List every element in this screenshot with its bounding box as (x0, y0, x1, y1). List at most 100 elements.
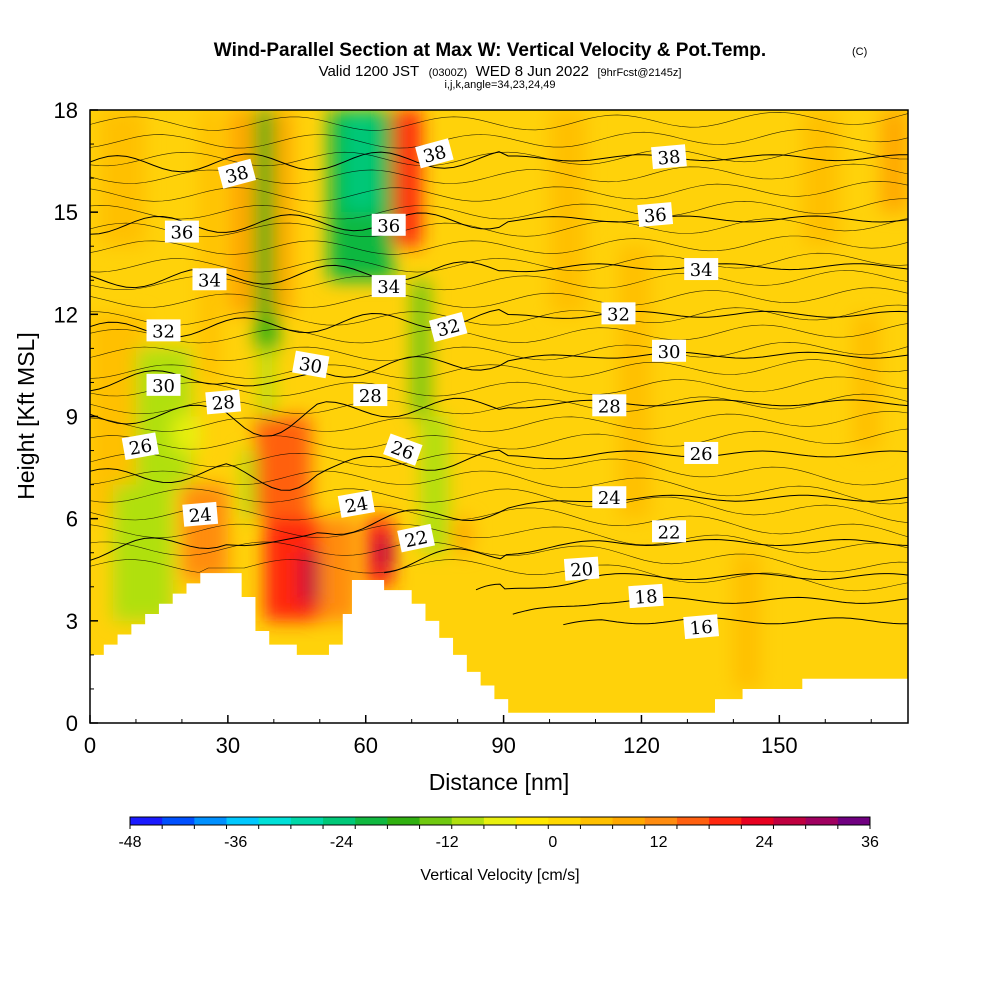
contour-label-box (217, 158, 257, 189)
isentrope-line (90, 452, 908, 486)
contour-label-box (164, 220, 199, 243)
subtitle-date: WED 8 Jun 2022 (476, 63, 589, 80)
contour-label: 34 (371, 275, 406, 298)
colorbar-swatch (290, 817, 324, 825)
y-tick-label: 9 (66, 405, 78, 430)
contour-label: 22 (397, 523, 435, 553)
x-tick-label: 150 (761, 733, 798, 758)
isentrope-lines (90, 111, 908, 626)
contour-label: 34 (192, 268, 227, 291)
colorbar-swatch (516, 817, 549, 825)
isentrope-line (475, 573, 908, 591)
subtitle-valid: Valid 1200 JST (319, 63, 420, 80)
isentrope-line (90, 146, 908, 167)
velocity-cell (802, 110, 840, 247)
contour-label: 36 (371, 213, 406, 237)
contour-label-text: 34 (198, 270, 221, 291)
isentrope-line (90, 129, 908, 149)
contour-label-text: 38 (657, 147, 682, 170)
contour-label-box (592, 486, 627, 509)
contour-label: 20 (563, 556, 600, 582)
contour-label-box (651, 144, 687, 170)
isentrope-line (90, 181, 908, 202)
contour-label-box (353, 384, 388, 407)
contour-label-box (146, 319, 181, 342)
x-tick-label: 90 (491, 733, 515, 758)
velocity-cell (181, 484, 228, 580)
y-tick-label: 0 (66, 711, 78, 736)
contour-label-box (652, 339, 687, 362)
colorbar-swatch (419, 817, 453, 825)
contour-label-text: 28 (211, 392, 236, 415)
velocity-cell (260, 348, 274, 417)
chart-subtitle: Valid 1200 JST (0300Z) WED 8 Jun 2022 [9… (319, 63, 682, 80)
contour-label: 36 (164, 220, 199, 244)
contour-label-text: 36 (170, 223, 193, 244)
contour-label-text: 24 (344, 493, 370, 518)
colorbar-swatch (612, 817, 646, 825)
contour-label: 28 (353, 384, 388, 407)
isentrope-line (90, 351, 908, 392)
contour-label: 32 (146, 319, 181, 342)
contour-label-box (192, 268, 227, 291)
isentrope-line (563, 617, 908, 626)
contour-label-text: 32 (607, 304, 630, 325)
isentrope-line (90, 111, 908, 131)
contour-label-box (628, 583, 664, 609)
contour-label-box (415, 138, 454, 169)
contour-label-box (121, 432, 160, 460)
isentrope-line (90, 218, 908, 238)
contour-label: 26 (383, 433, 423, 466)
colorbar-tick-label: -36 (224, 834, 247, 851)
velocity-cell (227, 110, 256, 315)
colorbar-swatch (773, 817, 807, 825)
colorbar-swatch (805, 817, 839, 825)
chart-title-mark: (C) (852, 46, 867, 58)
contour-label-text: 32 (152, 321, 175, 342)
contour-label-box (684, 441, 719, 464)
contour-label-text: 20 (570, 559, 594, 582)
isentrope-line (90, 359, 908, 379)
x-tick-label: 120 (623, 733, 660, 758)
colorbar-swatch (355, 817, 388, 825)
isentrope-line (90, 428, 908, 450)
contour-label: 24 (592, 486, 627, 509)
contour-labels: 16 18 20 22 22 24 24 24 26 26 26 28 28 28 30 30 30 32 32 32… (121, 138, 720, 640)
x-axis-title: Distance [nm] (429, 769, 570, 795)
isentrope-line (90, 541, 908, 573)
contour-label: 30 (652, 339, 687, 363)
contour-label-box (592, 394, 627, 417)
contour-label-text: 34 (690, 260, 713, 281)
colorbar-tick-label: -24 (330, 834, 353, 851)
colorbar-tick-label: 0 (548, 834, 557, 851)
velocity-cell (342, 110, 380, 213)
isentrope-line (90, 323, 908, 344)
contour-label-box (683, 614, 720, 640)
velocity-cell (880, 110, 908, 213)
colorbar-tick-label: 36 (861, 834, 879, 851)
isentrope-line (90, 506, 908, 538)
contour-label: 24 (337, 490, 376, 518)
contour-label-box (397, 523, 435, 553)
y-axis-title: Height [Kft MSL] (13, 332, 39, 499)
x-tick-label: 30 (216, 733, 240, 758)
colorbar-swatch (258, 817, 292, 825)
contour-label-text: 24 (188, 504, 213, 527)
contour-label: 26 (121, 432, 160, 460)
contour-label: 32 (601, 302, 636, 325)
contour-label-box (601, 302, 636, 325)
colorbar-swatch (451, 817, 485, 825)
contour-label-text: 24 (598, 488, 621, 509)
contour-label-box (182, 501, 219, 527)
x-tick-label: 0 (84, 733, 96, 758)
colorbar-tick-label: -12 (436, 834, 459, 851)
y-tick-label: 15 (54, 200, 78, 225)
velocity-cell (112, 484, 173, 621)
isentrope-line (90, 559, 908, 592)
velocity-cell (618, 246, 651, 519)
contour-label-text: 26 (128, 435, 154, 460)
contour-label-box (292, 350, 330, 379)
contour-label: 34 (684, 258, 719, 281)
isentrope-line (90, 198, 908, 220)
isentrope-line (90, 287, 908, 308)
